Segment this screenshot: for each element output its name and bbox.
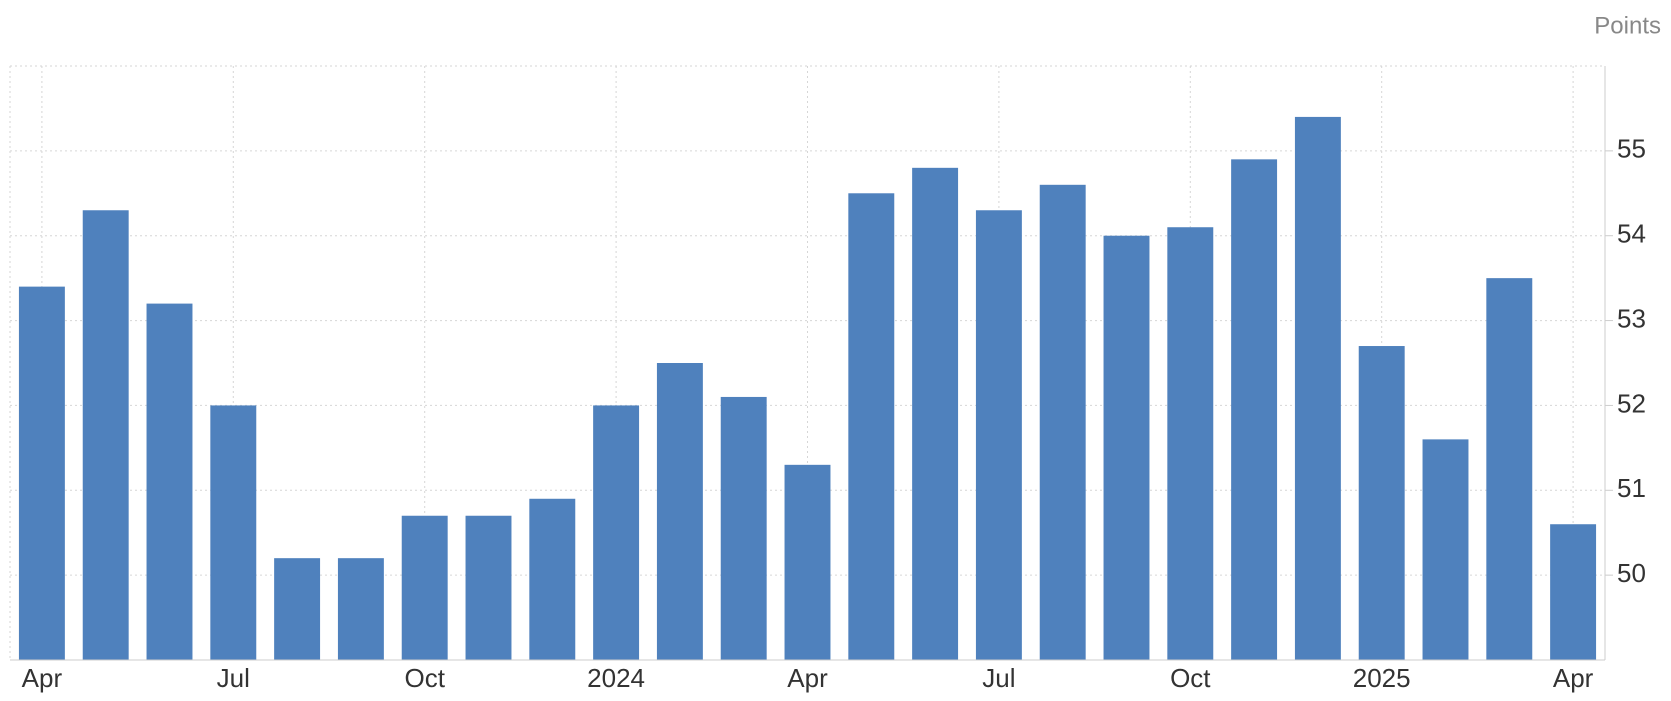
bar <box>146 303 193 660</box>
bar <box>210 405 257 660</box>
y-tick-label: 51 <box>1617 473 1646 503</box>
bar <box>784 464 831 660</box>
bar <box>1039 184 1086 661</box>
x-tick-label: 2024 <box>587 663 645 693</box>
x-tick-label: Oct <box>1170 663 1211 693</box>
bar <box>848 193 895 661</box>
bar <box>465 515 512 660</box>
bar <box>18 286 65 660</box>
bar <box>1358 346 1405 660</box>
x-tick-label: Apr <box>787 663 828 693</box>
x-tick-label: Jul <box>982 663 1015 693</box>
bar <box>912 167 959 661</box>
y-tick-label: 54 <box>1617 219 1646 249</box>
bar <box>656 363 703 660</box>
bar <box>593 405 640 660</box>
bar <box>1294 116 1341 660</box>
x-tick-label: 2025 <box>1353 663 1411 693</box>
bar <box>1550 524 1597 660</box>
x-tick-label: Oct <box>404 663 445 693</box>
x-tick-label: Apr <box>1553 663 1594 693</box>
x-tick-label: Jul <box>217 663 250 693</box>
bar <box>1422 439 1469 660</box>
bar <box>337 558 384 660</box>
bar <box>1103 235 1150 660</box>
bar <box>1167 227 1214 660</box>
bar <box>1486 278 1533 660</box>
y-tick-label: 55 <box>1617 134 1646 164</box>
bar <box>1231 159 1278 661</box>
bar <box>720 396 767 660</box>
bar <box>975 210 1022 660</box>
bar <box>529 498 576 660</box>
y-tick-label: 53 <box>1617 303 1646 333</box>
y-tick-label: 50 <box>1617 558 1646 588</box>
x-tick-label: Apr <box>22 663 63 693</box>
y-tick-label: 52 <box>1617 388 1646 418</box>
bar <box>401 515 448 660</box>
bar <box>82 210 129 660</box>
bar <box>274 558 321 660</box>
unit-label: Points <box>1594 12 1661 39</box>
